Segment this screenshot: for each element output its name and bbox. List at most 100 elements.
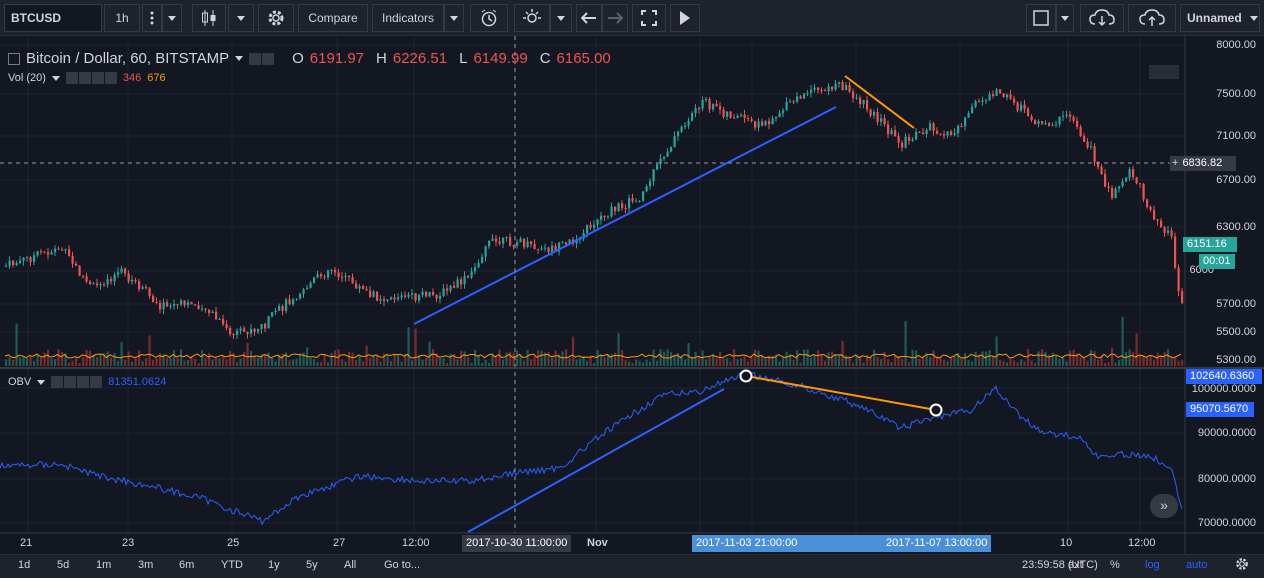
drawings: [413, 75, 943, 533]
volume-indicator-label[interactable]: Vol (20): [8, 72, 46, 84]
interval-label: 1h: [115, 11, 129, 25]
countdown-tag: 00:01: [1199, 254, 1235, 269]
chart-settings-gear-icon[interactable]: [1235, 557, 1249, 574]
plus-icon[interactable]: +: [1172, 157, 1179, 169]
obv-actions[interactable]: [51, 376, 103, 388]
scroll-to-realtime-icon[interactable]: »: [1150, 494, 1178, 518]
interval-menu-icon[interactable]: [142, 4, 162, 32]
grid-lines: [0, 36, 1185, 533]
range-1d-button[interactable]: 1d: [18, 559, 31, 571]
open-label: O: [292, 50, 304, 67]
price-axis-label: 5700.00: [1216, 298, 1256, 310]
bottom-toolbar: 1d 5d 1m 3m 6m YTD 1y 5y All Go to... 23…: [0, 554, 1264, 578]
series-actions[interactable]: [249, 52, 275, 65]
layout-name-label: Unnamed: [1187, 11, 1242, 25]
settings-gear-icon[interactable]: [258, 4, 294, 32]
crosshair-price-value: 6836.82: [1182, 157, 1223, 169]
price-axis-label: 8000.00: [1216, 39, 1256, 51]
volume-value: 346: [122, 72, 142, 84]
drawing-range-start-tag: 2017-11-03 21:00:00: [692, 535, 882, 552]
close-label: C: [539, 50, 551, 67]
volume-bars: [5, 316, 1184, 366]
interval-dropdown-chevron-icon[interactable]: [162, 4, 182, 32]
volume-actions[interactable]: [65, 72, 117, 84]
range-3m-button[interactable]: 3m: [138, 559, 154, 571]
obv-value: 81351.0624: [108, 376, 167, 388]
candlesticks: [5, 79, 1184, 339]
time-axis-label: 10: [1060, 537, 1073, 549]
symbol-search-input[interactable]: BTCUSD: [4, 4, 102, 32]
obv-anchor-point: [739, 369, 753, 383]
last-price-value: 6151.16: [1187, 238, 1227, 250]
series-menu-chevron-icon[interactable]: [235, 56, 244, 61]
scale-toggle-icon[interactable]: [1149, 65, 1179, 79]
interval-button[interactable]: 1h: [104, 4, 140, 32]
time-axis-label: 12:00: [1128, 537, 1156, 549]
obv-legend: OBV 81351.0624: [8, 376, 166, 388]
obv-top-tag: 102640.6360: [1186, 369, 1262, 384]
auto-scale-toggle[interactable]: auto: [1186, 559, 1208, 571]
percent-scale-toggle[interactable]: %: [1110, 559, 1120, 571]
fullscreen-icon[interactable]: [632, 4, 666, 32]
close-value: 6165.00: [556, 50, 611, 67]
symbol-text: BTCUSD: [11, 11, 61, 25]
compare-button[interactable]: Compare: [298, 4, 368, 32]
chart-area[interactable]: Bitcoin / Dollar, 60, BITSTAMP O 6191.97 …: [0, 36, 1264, 554]
trendline-obv-divergence: [745, 375, 937, 411]
price-axis-label: 6700.00: [1216, 174, 1256, 186]
chart-style-dropdown-icon[interactable]: [228, 4, 254, 32]
price-axis-label: 7500.00: [1216, 88, 1256, 100]
obv-menu-chevron-icon[interactable]: [37, 379, 46, 385]
volume-menu-chevron-icon[interactable]: [51, 75, 60, 81]
range-ytd-button[interactable]: YTD: [221, 559, 243, 571]
obv-current-value: 95070.5670: [1190, 403, 1249, 415]
time-axis-label: 25: [227, 537, 240, 549]
redo-icon[interactable]: [602, 4, 628, 32]
cloud-upload-icon[interactable]: [1128, 4, 1176, 32]
replay-play-icon[interactable]: [670, 4, 700, 32]
range-1y-button[interactable]: 1y: [268, 559, 280, 571]
obv-axis-label: 70000.0000: [1197, 517, 1256, 529]
trendline-price-support: [413, 106, 837, 325]
goto-date-button[interactable]: Go to...: [384, 559, 421, 571]
time-axis-label: Nov: [587, 537, 608, 549]
series-title: Bitcoin / Dollar, 60, BITSTAMP: [26, 50, 230, 67]
price-axis-label: 7100.00: [1216, 130, 1256, 142]
volume-legend: Vol (20) 346 676: [8, 72, 166, 84]
top-toolbar: BTCUSD 1h Compare Indicators: [0, 0, 1264, 36]
template-dropdown-icon[interactable]: [550, 4, 572, 32]
cloud-download-icon[interactable]: [1080, 4, 1124, 32]
volume-ma-value: 676: [147, 72, 166, 84]
utc-clock[interactable]: 23:59:58 (UTC): [1022, 559, 1098, 571]
obv-indicator-label[interactable]: OBV: [8, 376, 32, 388]
chart-canvas[interactable]: [0, 36, 1264, 554]
last-price-tag: 6151.16: [1183, 237, 1237, 252]
range-6m-button[interactable]: 6m: [179, 559, 195, 571]
candles-style-icon[interactable]: [192, 4, 226, 32]
log-scale-toggle[interactable]: log: [1145, 559, 1160, 571]
indicators-button[interactable]: Indicators: [372, 4, 444, 32]
collapse-legend-icon[interactable]: [8, 52, 20, 65]
range-1m-button[interactable]: 1m: [96, 559, 112, 571]
obv-axis-label: 100000.0000: [1191, 383, 1256, 395]
compare-label: Compare: [308, 11, 358, 25]
obv-axis-label: 80000.0000: [1197, 473, 1256, 485]
extended-hours-toggle[interactable]: ext: [1068, 559, 1083, 571]
volume-ma-line: [4, 353, 1182, 359]
time-axis-label: 23: [122, 537, 135, 549]
bulb-template-icon[interactable]: [514, 4, 550, 32]
range-5d-button[interactable]: 5d: [57, 559, 70, 571]
low-value: 6149.99: [473, 50, 528, 67]
price-axis-label: 5300.00: [1216, 354, 1256, 366]
range-5y-button[interactable]: 5y: [306, 559, 318, 571]
layout-name-button[interactable]: Unnamed: [1180, 4, 1260, 32]
high-label: H: [376, 50, 387, 67]
undo-icon[interactable]: [576, 4, 602, 32]
indicators-dropdown-icon[interactable]: [444, 4, 464, 32]
obv-top-value: 102640.6360: [1190, 370, 1255, 382]
range-all-button[interactable]: All: [344, 559, 357, 571]
alert-clock-icon[interactable]: [470, 4, 508, 32]
price-axis-label: 6300.00: [1216, 221, 1256, 233]
layout-square-icon[interactable]: [1026, 4, 1056, 32]
layout-dropdown-icon[interactable]: [1056, 4, 1074, 32]
